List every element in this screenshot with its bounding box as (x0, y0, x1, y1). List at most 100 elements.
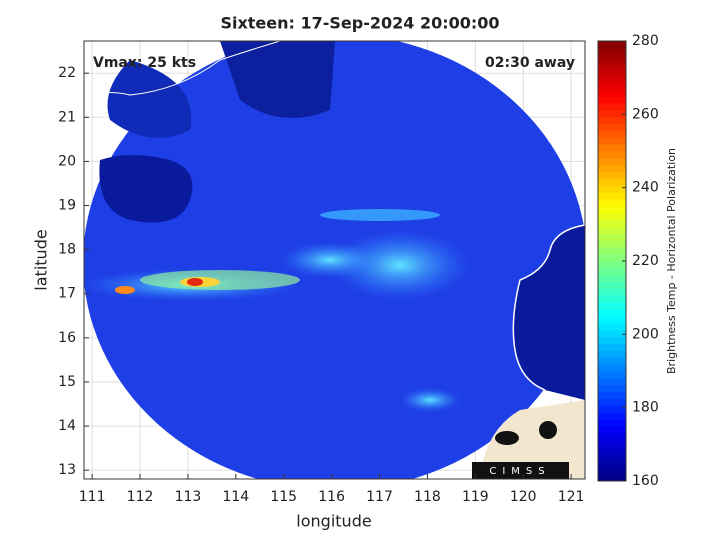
colorbar-cell (598, 116, 626, 124)
x-tick-label: 111 (79, 489, 106, 505)
x-tick-label: 119 (462, 489, 489, 505)
colorbar-cell (598, 240, 626, 248)
y-axis-label: latitude (32, 229, 51, 290)
colorbar-cell (598, 151, 626, 159)
y-tick-label: 21 (58, 109, 76, 125)
x-tick-label: 113 (175, 489, 202, 505)
x-tick-label: 118 (414, 489, 441, 505)
colorbar-cell (598, 426, 626, 434)
colorbar-cell (598, 267, 626, 276)
x-tick-label: 121 (558, 489, 585, 505)
colorbar-cell (598, 419, 626, 427)
y-tick-label: 15 (58, 374, 76, 390)
colorbar-cell (598, 453, 626, 461)
colorbar-cell (598, 254, 626, 262)
colorbar-cell (598, 336, 626, 344)
x-tick-label: 120 (510, 489, 537, 505)
colorbar-cell (598, 47, 626, 56)
colorbar-cell (598, 474, 626, 482)
colorbar-cell (598, 261, 626, 269)
colorbar-cell (598, 460, 626, 468)
colorbar-cell (598, 178, 626, 186)
colorbar-cell (598, 439, 626, 448)
colorbar-tick-label: 200 (632, 326, 659, 342)
colorbar-cell (598, 467, 626, 475)
colorbar-cell (598, 212, 626, 221)
y-tick-label: 14 (58, 418, 76, 434)
colorbar-cell (598, 309, 626, 317)
colorbar-tick-label: 240 (632, 180, 659, 196)
chart-title: Sixteen: 17-Sep-2024 20:00:00 (220, 14, 499, 33)
colorbar-cell (598, 185, 626, 193)
colorbar-cell (598, 164, 626, 173)
colorbar-cell (598, 192, 626, 200)
x-tick-label: 112 (127, 489, 154, 505)
x-tick-label: 117 (366, 489, 393, 505)
colorbar-cell (598, 171, 626, 179)
y-tick-label: 13 (58, 462, 76, 478)
colorbar-cell (598, 322, 626, 331)
colorbar-cell (598, 226, 626, 234)
colorbar-cell (598, 61, 626, 69)
swath (84, 41, 585, 479)
y-tick-label: 19 (58, 198, 76, 214)
colorbar-cell (598, 316, 626, 324)
colorbar-cell (598, 274, 626, 283)
x-tick-label: 116 (318, 489, 345, 505)
colorbar-cell (598, 281, 626, 289)
colorbar-cell (598, 295, 626, 303)
colorbar-cell (598, 109, 626, 118)
colorbar-cell (598, 371, 626, 379)
colorbar-cell (598, 446, 626, 454)
colorbar-cell (598, 157, 626, 166)
colorbar-cell (598, 89, 626, 97)
x-tick-label: 114 (222, 489, 249, 505)
logo: CIMSS (489, 466, 550, 477)
annotation: Vmax: 25 kts (93, 55, 196, 71)
colorbar-cell (598, 432, 626, 441)
colorbar-cell (598, 364, 626, 372)
y-tick-label: 18 (58, 242, 76, 258)
colorbar-cell (598, 130, 626, 138)
colorbar-cell (598, 350, 626, 358)
colorbar-cell (598, 206, 626, 214)
colorbar-cell (598, 137, 626, 145)
colorbar-cell (598, 233, 626, 241)
colorbar-cell (598, 391, 626, 399)
colorbar-cell (598, 329, 626, 338)
colorbar-cell (598, 405, 626, 413)
colorbar-tick-label: 180 (632, 400, 659, 416)
colorbar-cell (598, 247, 626, 255)
colorbar-cell (598, 384, 626, 393)
plot-frame (83, 40, 586, 480)
colorbar-cell (598, 102, 626, 111)
colorbar-cell (598, 377, 626, 386)
colorbar-cell (598, 398, 626, 406)
colorbar-label: Brightness Temp - Horizontal Polarizatio… (665, 148, 678, 374)
annotation: 02:30 away (485, 55, 575, 71)
colorbar-cell (598, 82, 626, 90)
colorbar-tick-label: 260 (632, 106, 659, 122)
y-tick-label: 16 (58, 330, 76, 346)
colorbar-tick-label: 220 (632, 253, 659, 269)
colorbar-tick-label: 280 (632, 33, 659, 49)
colorbar-cell (598, 357, 626, 365)
x-tick-label: 115 (270, 489, 297, 505)
y-tick-label: 17 (58, 286, 76, 302)
colorbar-cell (598, 96, 626, 104)
colorbar-tick-label: 160 (632, 473, 659, 489)
colorbar-cell (598, 219, 626, 228)
colorbar-cell (598, 75, 626, 83)
y-tick-label: 20 (58, 153, 76, 169)
colorbar-cell (598, 343, 626, 351)
x-axis-label: longitude (296, 512, 371, 531)
colorbar-cell (598, 288, 626, 296)
colorbar-cell (598, 302, 626, 310)
colorbar-cell (598, 412, 626, 420)
colorbar-cell (598, 144, 626, 152)
colorbar-cell (598, 68, 626, 76)
y-tick-label: 22 (58, 65, 76, 81)
colorbar-cell (598, 41, 626, 49)
colorbar-cell (598, 54, 626, 63)
